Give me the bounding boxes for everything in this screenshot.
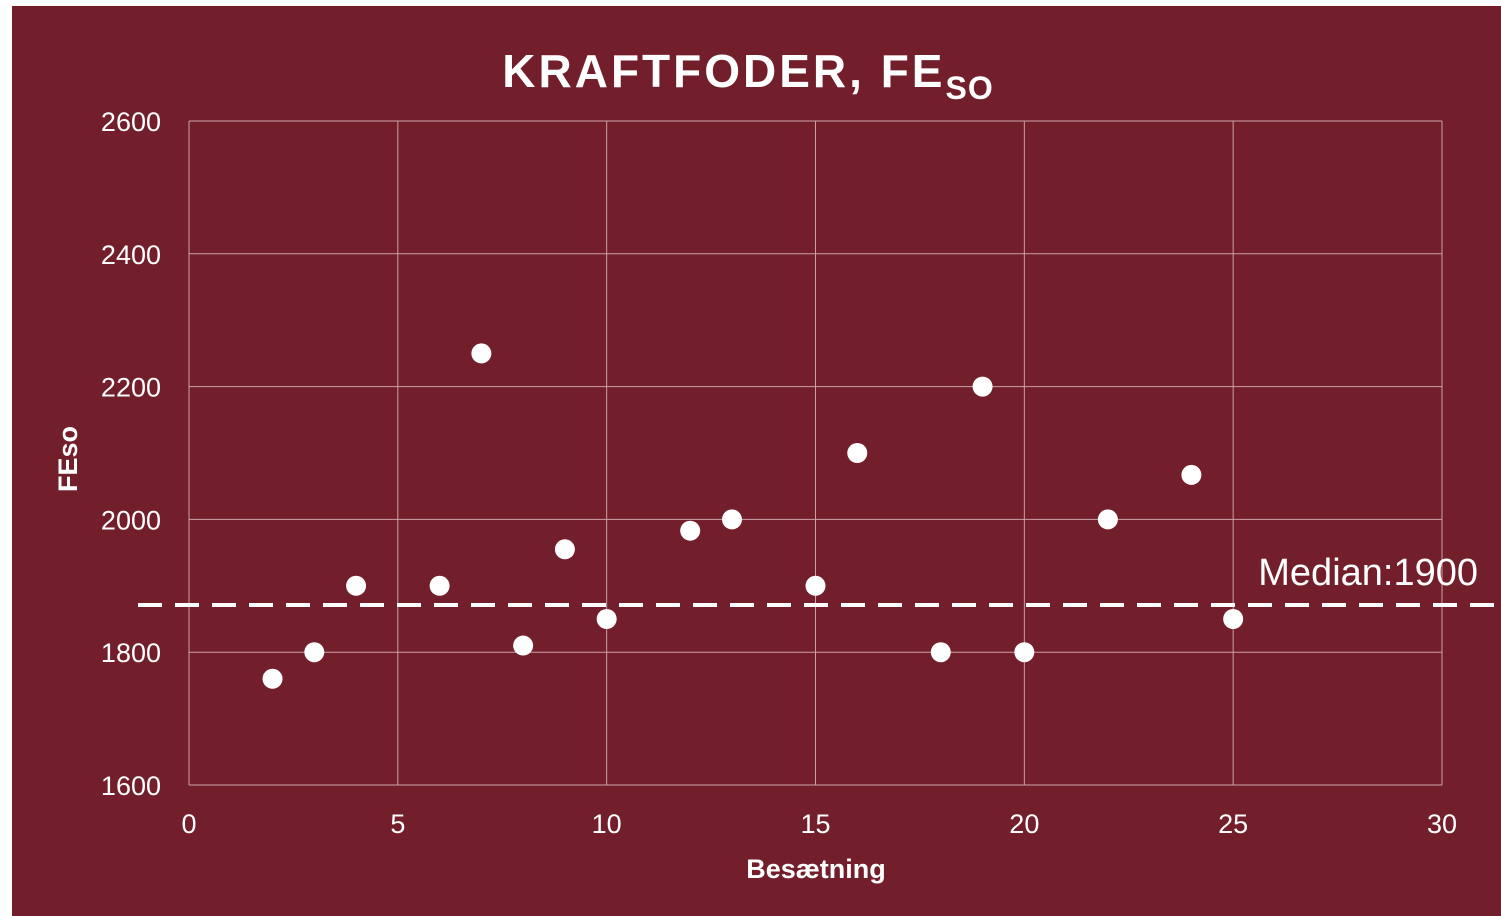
data-point (1223, 609, 1244, 629)
x-tick-label: 5 (390, 809, 405, 839)
y-tick-label: 2400 (101, 240, 161, 270)
data-point (1097, 509, 1118, 530)
data-point (721, 509, 742, 530)
chart-svg: 1600 1800 2000 2200 2400 2600 0 5 10 15 20 25 30 KRA… (53, 45, 1501, 884)
y-tick-label: 1600 (101, 771, 161, 801)
data-point (805, 575, 826, 596)
x-tick-label: 0 (181, 809, 196, 839)
data-point (972, 376, 993, 397)
data-point (346, 575, 367, 596)
data-point (554, 539, 575, 560)
grid-layer (188, 120, 1443, 786)
chart-panel: 1600 1800 2000 2200 2400 2600 0 5 10 15 20 25 30 KRA… (12, 6, 1501, 916)
data-point (1181, 464, 1202, 485)
chart-title-subscript: SO (945, 70, 993, 106)
y-axis-label: FEso (53, 426, 83, 492)
data-point (1014, 642, 1035, 663)
chart-title: KRAFTFODER, FESO (502, 45, 993, 106)
data-point (930, 642, 951, 663)
y-tick-label: 2000 (101, 505, 161, 535)
data-point (471, 343, 492, 364)
x-tick-label: 10 (592, 809, 622, 839)
y-tick-label: 2600 (101, 107, 161, 137)
x-tick-label: 25 (1218, 809, 1248, 839)
data-point (847, 443, 868, 463)
y-tick-label: 2200 (101, 373, 161, 403)
x-tick-label: 30 (1427, 809, 1457, 839)
data-point (304, 642, 325, 663)
x-axis-label: Besætning (746, 854, 886, 884)
median-label: Median:1900 (1258, 552, 1478, 594)
data-point (596, 609, 617, 629)
data-point (262, 668, 283, 689)
x-tick-label: 15 (800, 809, 830, 839)
tick-layer: 1600 1800 2000 2200 2400 2600 0 5 10 15 20 25 30 (101, 107, 1457, 839)
data-point (429, 575, 450, 596)
point-layer (262, 343, 1244, 689)
x-tick-label: 20 (1009, 809, 1039, 839)
data-point (680, 520, 701, 541)
data-point (513, 635, 534, 656)
y-tick-label: 1800 (101, 638, 161, 668)
